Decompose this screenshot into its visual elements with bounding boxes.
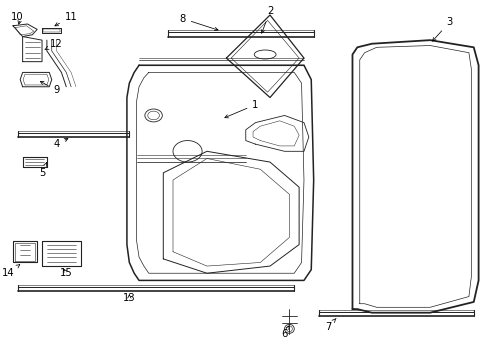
Text: 2: 2 [261,6,273,33]
Text: 8: 8 [179,14,218,31]
Text: 4: 4 [53,139,68,149]
Text: 10: 10 [10,12,23,22]
Text: 7: 7 [325,318,335,332]
Text: 15: 15 [60,268,73,278]
Text: 5: 5 [39,162,47,178]
Text: 1: 1 [224,100,258,118]
Text: 6: 6 [281,326,288,339]
Text: 14: 14 [2,265,20,278]
Text: 11: 11 [55,12,77,26]
Text: 3: 3 [432,17,452,41]
Text: 13: 13 [123,293,135,303]
Text: 12: 12 [45,39,63,49]
Text: 9: 9 [41,81,60,95]
